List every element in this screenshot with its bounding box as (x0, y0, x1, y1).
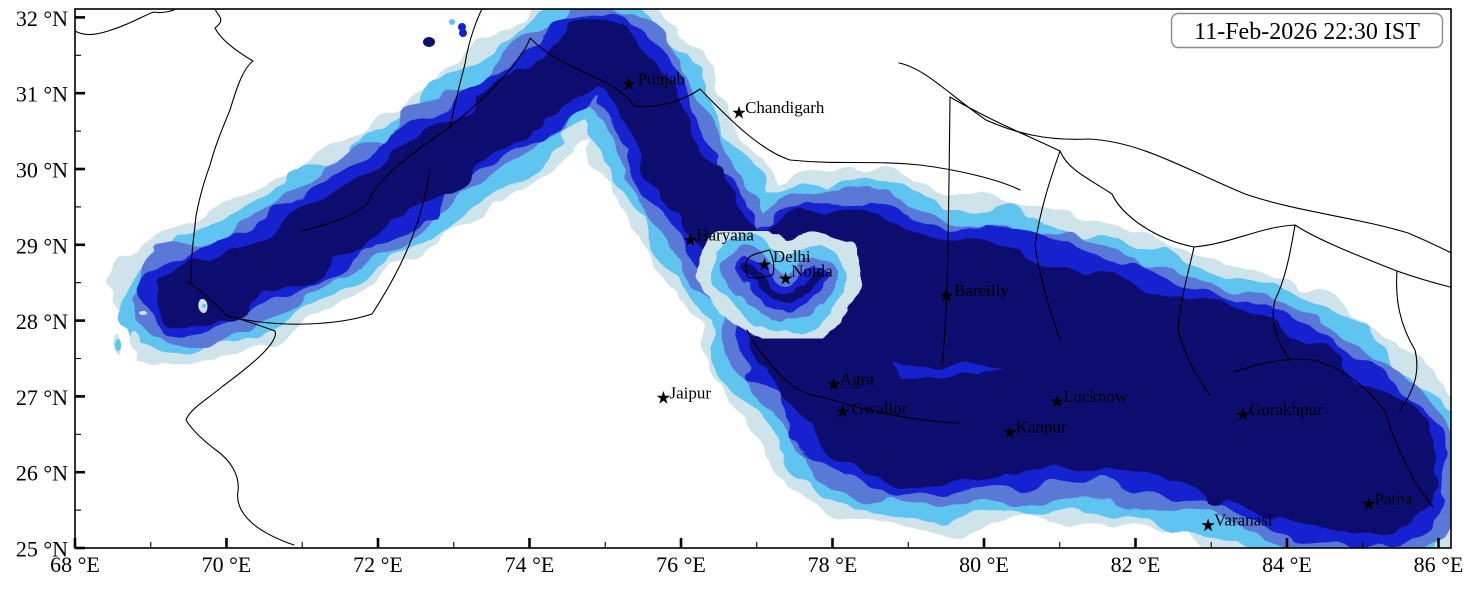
svg-text:80 °E: 80 °E (959, 552, 1009, 577)
svg-text:29 °N: 29 °N (16, 233, 68, 258)
svg-text:Noida: Noida (791, 262, 833, 281)
svg-text:Gorakhpur: Gorakhpur (1249, 400, 1323, 419)
svg-text:Haryana: Haryana (696, 225, 754, 244)
svg-text:31 °N: 31 °N (16, 82, 68, 107)
svg-text:Agra: Agra (840, 370, 874, 389)
svg-text:78 °E: 78 °E (808, 552, 858, 577)
svg-text:82 °E: 82 °E (1111, 552, 1161, 577)
svg-text:86 °E: 86 °E (1414, 552, 1464, 577)
svg-text:26 °N: 26 °N (16, 461, 68, 486)
svg-text:74 °E: 74 °E (505, 552, 555, 577)
svg-text:72 °E: 72 °E (353, 552, 403, 577)
svg-text:Kanpur: Kanpur (1016, 418, 1067, 437)
svg-text:Bareilly: Bareilly (954, 281, 1009, 300)
svg-text:Jaipur: Jaipur (670, 384, 712, 403)
svg-text:27 °N: 27 °N (16, 385, 68, 410)
svg-text:28 °N: 28 °N (16, 309, 68, 334)
svg-text:Chandigarh: Chandigarh (745, 98, 825, 117)
svg-text:Punjab: Punjab (638, 69, 685, 88)
svg-text:Varanasi: Varanasi (1214, 511, 1273, 530)
svg-text:25 °N: 25 °N (16, 537, 68, 562)
svg-text:Lucknow: Lucknow (1063, 387, 1128, 406)
svg-text:11-Feb-2026 22:30 IST: 11-Feb-2026 22:30 IST (1194, 19, 1420, 45)
svg-text:70 °E: 70 °E (202, 552, 252, 577)
svg-text:Gwalior: Gwalior (852, 399, 908, 418)
svg-text:32 °N: 32 °N (16, 6, 68, 31)
svg-text:84 °E: 84 °E (1262, 552, 1312, 577)
svg-text:30 °N: 30 °N (16, 158, 68, 183)
svg-text:76 °E: 76 °E (656, 552, 706, 577)
